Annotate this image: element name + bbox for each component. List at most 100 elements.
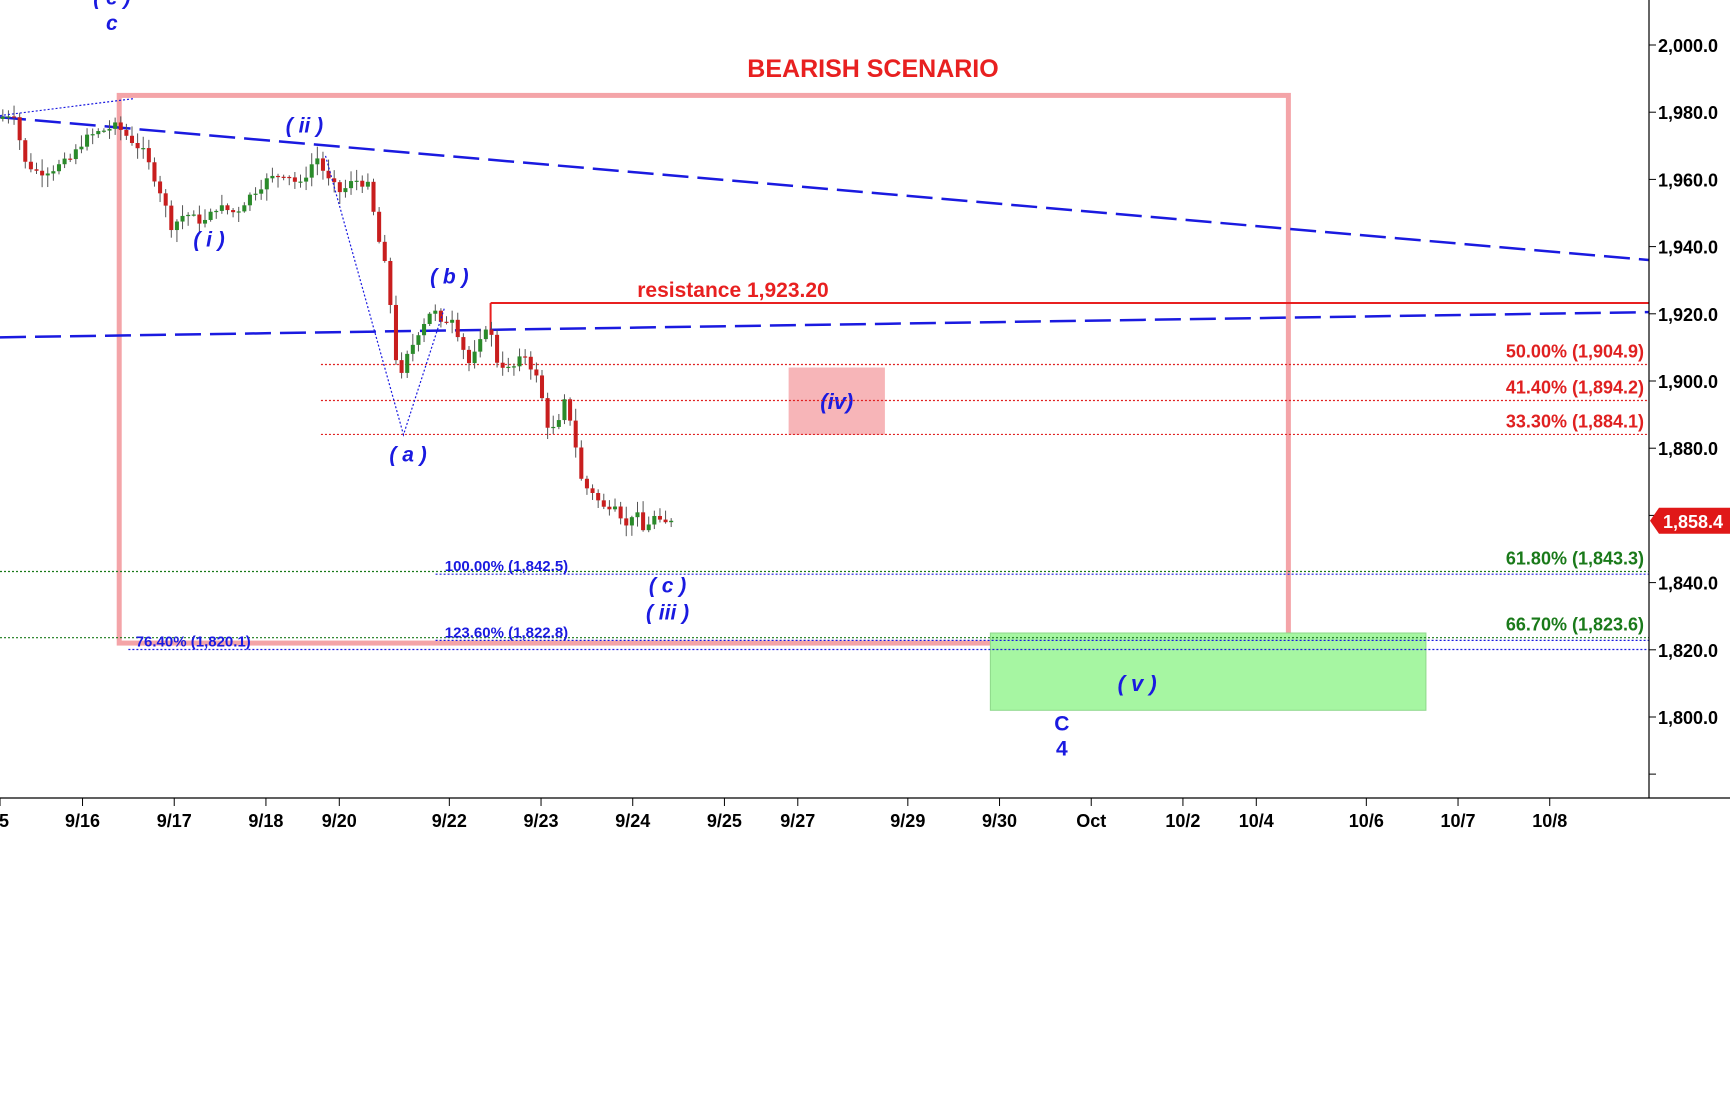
candle-body [511,366,516,368]
candle-body [466,349,472,364]
x-tick-label: 9/25 [707,811,742,831]
candle-body [354,180,359,182]
wave-ii-label: ( ii ) [286,114,323,137]
candle-body [12,116,17,118]
candle-body [320,158,325,171]
x-tick-label: 10/4 [1239,811,1274,831]
candle-body [158,181,163,194]
candle-body [517,356,522,367]
candle-body [281,176,286,178]
candle-body [247,194,252,206]
candle-body [624,518,629,526]
candle-body [472,351,477,364]
candle-body [214,210,219,213]
wave-c-small-label: c [106,12,118,35]
x-tick-label: 10/6 [1349,811,1384,831]
candle-body [163,193,168,206]
candle-body [270,175,275,179]
axes: 1,800.01,820.01,840.01,860.01,880.01,900… [0,0,1730,831]
candle-body [292,177,297,182]
candle-body [405,353,410,373]
candle-body [534,369,539,376]
candle-body [253,193,258,195]
last-price-label: 1,858.4 [1663,512,1723,532]
candle-body [612,506,618,510]
candle-body [6,116,11,118]
candle-body [186,214,191,217]
fib-50-label: 50.00% (1,904.9) [1506,342,1644,362]
candle-body [461,337,466,350]
candle-body [124,129,129,136]
x-tick-label: 9/23 [524,811,559,831]
x-tick-label: 10/7 [1441,811,1476,831]
x-tick-label: 9/24 [615,811,650,831]
candle-body [85,134,90,147]
y-tick-label: 2,000.0 [1658,36,1718,56]
candle-body [388,260,393,305]
x-tick-label: 9/17 [157,811,192,831]
candle-body [197,214,202,224]
y-tick-label: 1,880.0 [1658,439,1718,459]
candle-body [343,188,348,193]
candle-body [506,366,511,369]
candle-body [202,219,208,224]
candle-body [141,148,146,150]
candle-body [17,117,22,141]
wave-iv-target-box [788,367,885,435]
x-tick-label: 9/22 [432,811,467,831]
candle-body [337,182,342,193]
candle-body [101,130,106,132]
candle-body [433,310,438,314]
candle-body [129,135,135,143]
fib-41-label: 41.40% (1,894.2) [1506,377,1644,397]
candle-body [528,356,533,370]
candle-body [135,142,140,149]
candle-body [444,321,449,323]
candle-body [309,164,314,178]
candle-body [590,488,595,494]
candle-body [219,205,224,211]
candle-body [231,210,236,213]
x-tick-label: 9/27 [780,811,815,831]
candle-body [657,515,662,520]
candle-body [332,178,337,183]
wave-iii-label: ( iii ) [646,602,689,625]
candle-body [28,161,33,170]
wave-v-target-box [989,632,1427,711]
candle-body [191,214,196,216]
y-tick-label: 1,840.0 [1658,574,1718,594]
candle-body [422,323,427,336]
candle-body [259,189,264,194]
candle-body [539,375,545,399]
candle-body [276,175,281,178]
fib-levels: 50.00% (1,904.9) 41.40% (1,894.2) 33.30% (… [0,279,1649,650]
candle-body [68,158,73,160]
y-tick-label: 1,900.0 [1658,372,1718,392]
candle-body [107,128,112,131]
candle-body [545,398,550,428]
x-tick-label: 9/29 [890,811,925,831]
x-tick-label: 9/16 [65,811,100,831]
candle-body [264,178,269,190]
candle-body [663,519,668,523]
fib-61-label: 61.80% (1,843.3) [1506,549,1644,569]
candle-body [579,447,584,479]
chart-title: BEARISH SCENARIO [747,55,998,83]
y-tick-label: 1,980.0 [1658,103,1718,123]
y-tick-label: 1,820.0 [1658,641,1718,661]
candle-body [0,116,5,119]
candle-body [242,205,247,212]
wave-big-4-label: 4 [1056,738,1068,761]
candle-body [34,169,39,171]
candle-body [410,344,415,354]
wave-b-label: ( b ) [430,266,468,289]
candle-body [483,329,488,340]
candle-body [652,515,657,525]
wave-big-c-label: C [1054,712,1069,735]
wave-iv-label: (iv) [820,389,853,414]
candle-body [113,122,118,129]
candle-body [371,181,376,212]
candle-body [180,215,185,222]
candle-body [455,319,460,338]
